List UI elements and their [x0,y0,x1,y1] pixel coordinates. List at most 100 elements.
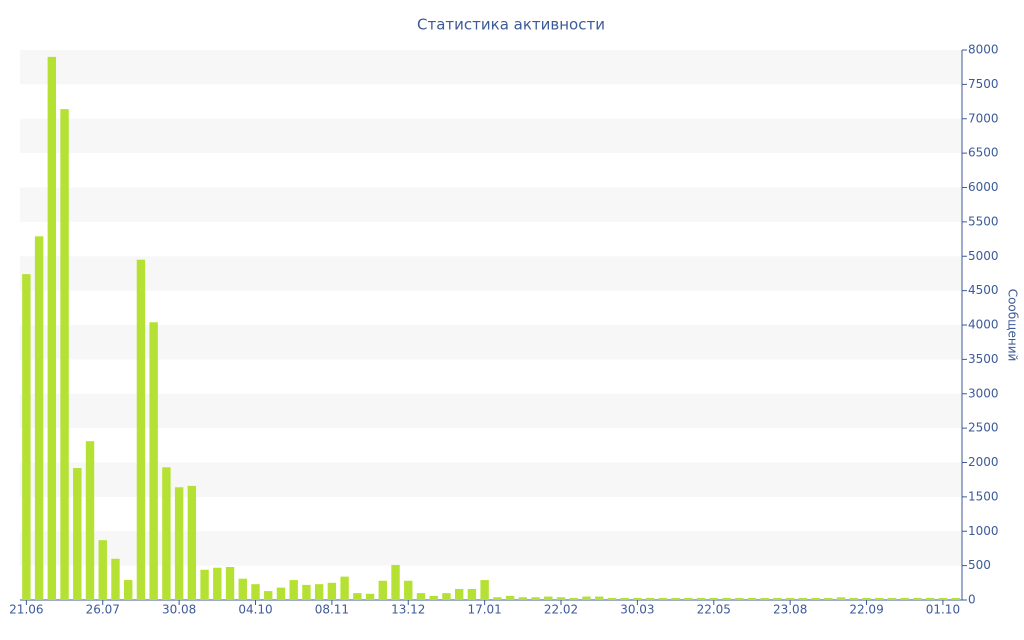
bar [60,109,69,600]
bar [862,597,871,600]
bar [900,597,909,600]
bar [735,597,744,600]
y-tick-label: 3500 [968,352,999,366]
bar [454,589,464,600]
x-tick-label: 30.08 [162,603,196,617]
y-tick-label: 7000 [968,111,999,125]
bar [671,597,680,600]
bar [302,584,311,600]
y-tick-label: 2500 [968,421,999,435]
bar [480,580,489,600]
bar [645,597,655,600]
bar [798,597,808,600]
bar [696,597,706,600]
bar [47,56,57,600]
bar [353,593,362,600]
bar [811,597,820,600]
x-tick-label: 04.10 [238,603,272,617]
bar [124,580,133,600]
bar [213,567,222,600]
bar [200,569,209,600]
bar [85,441,95,600]
bar [238,578,247,600]
grid-band [20,462,962,497]
y-tick-label: 500 [968,558,991,572]
bar [416,593,426,600]
bar [607,597,617,600]
bar [544,596,553,600]
y-tick-label: 4500 [968,283,999,297]
y-tick-label: 8000 [968,43,999,57]
x-tick-label: 23.08 [773,603,807,617]
x-tick-label: 21.06 [9,603,43,617]
bar [836,597,846,600]
y-tick-label: 4000 [968,318,999,332]
y-tick-label: 7500 [968,77,999,91]
bar [493,597,502,600]
bar [518,597,528,600]
y-tick-label: 3000 [968,386,999,400]
bar [264,591,273,600]
bar [785,597,795,600]
bar [760,597,769,600]
bar [404,580,413,600]
bar [391,564,400,600]
y-tick-label: 2000 [968,455,999,469]
bar [149,322,158,600]
bar [824,597,833,600]
grid-band [20,393,962,429]
y-tick-label: 5000 [968,249,999,263]
bar [595,596,604,600]
y-tick-label: 6500 [968,146,999,160]
chart-title: Статистика активности [417,16,605,34]
bar [136,259,146,600]
grid-band [20,50,962,85]
bar [773,597,782,600]
y-tick-label: 1500 [968,489,999,503]
bar [531,597,540,600]
bar [849,597,858,600]
x-tick-label: 22.05 [697,603,731,617]
bar [633,597,642,600]
y-tick-label: 6000 [968,180,999,194]
grid-band [20,325,962,360]
x-tick-label: 26.07 [86,603,120,617]
y-tick-label: 0 [968,593,976,607]
bar [251,584,260,600]
grid-band [20,118,962,154]
bar [327,582,337,600]
bar [747,597,757,600]
bar [467,589,477,600]
bar [289,580,298,600]
x-tick-label: 13.12 [391,603,425,617]
x-tick-label: 08.11 [315,603,349,617]
x-tick-label: 17.01 [467,603,501,617]
bar [34,236,44,600]
bar [505,595,515,600]
bar [658,597,668,600]
bar [340,576,349,600]
bar [314,584,324,600]
bar [722,597,731,600]
bar [429,595,438,600]
bar [73,468,82,600]
bar [22,274,31,600]
bar [569,597,578,600]
x-tick-label: 01.10 [926,603,960,617]
bar [187,485,197,600]
bar [620,597,629,600]
bar [442,593,451,600]
bar [709,597,718,600]
bar [875,597,884,600]
bar [684,597,693,600]
bar [938,597,948,600]
x-tick-label: 22.02 [544,603,578,617]
bar [111,558,120,600]
bar [582,596,591,600]
bar [365,593,375,600]
grid-band [20,256,962,291]
bar [887,597,897,600]
bar [162,467,171,600]
bar [913,597,922,600]
